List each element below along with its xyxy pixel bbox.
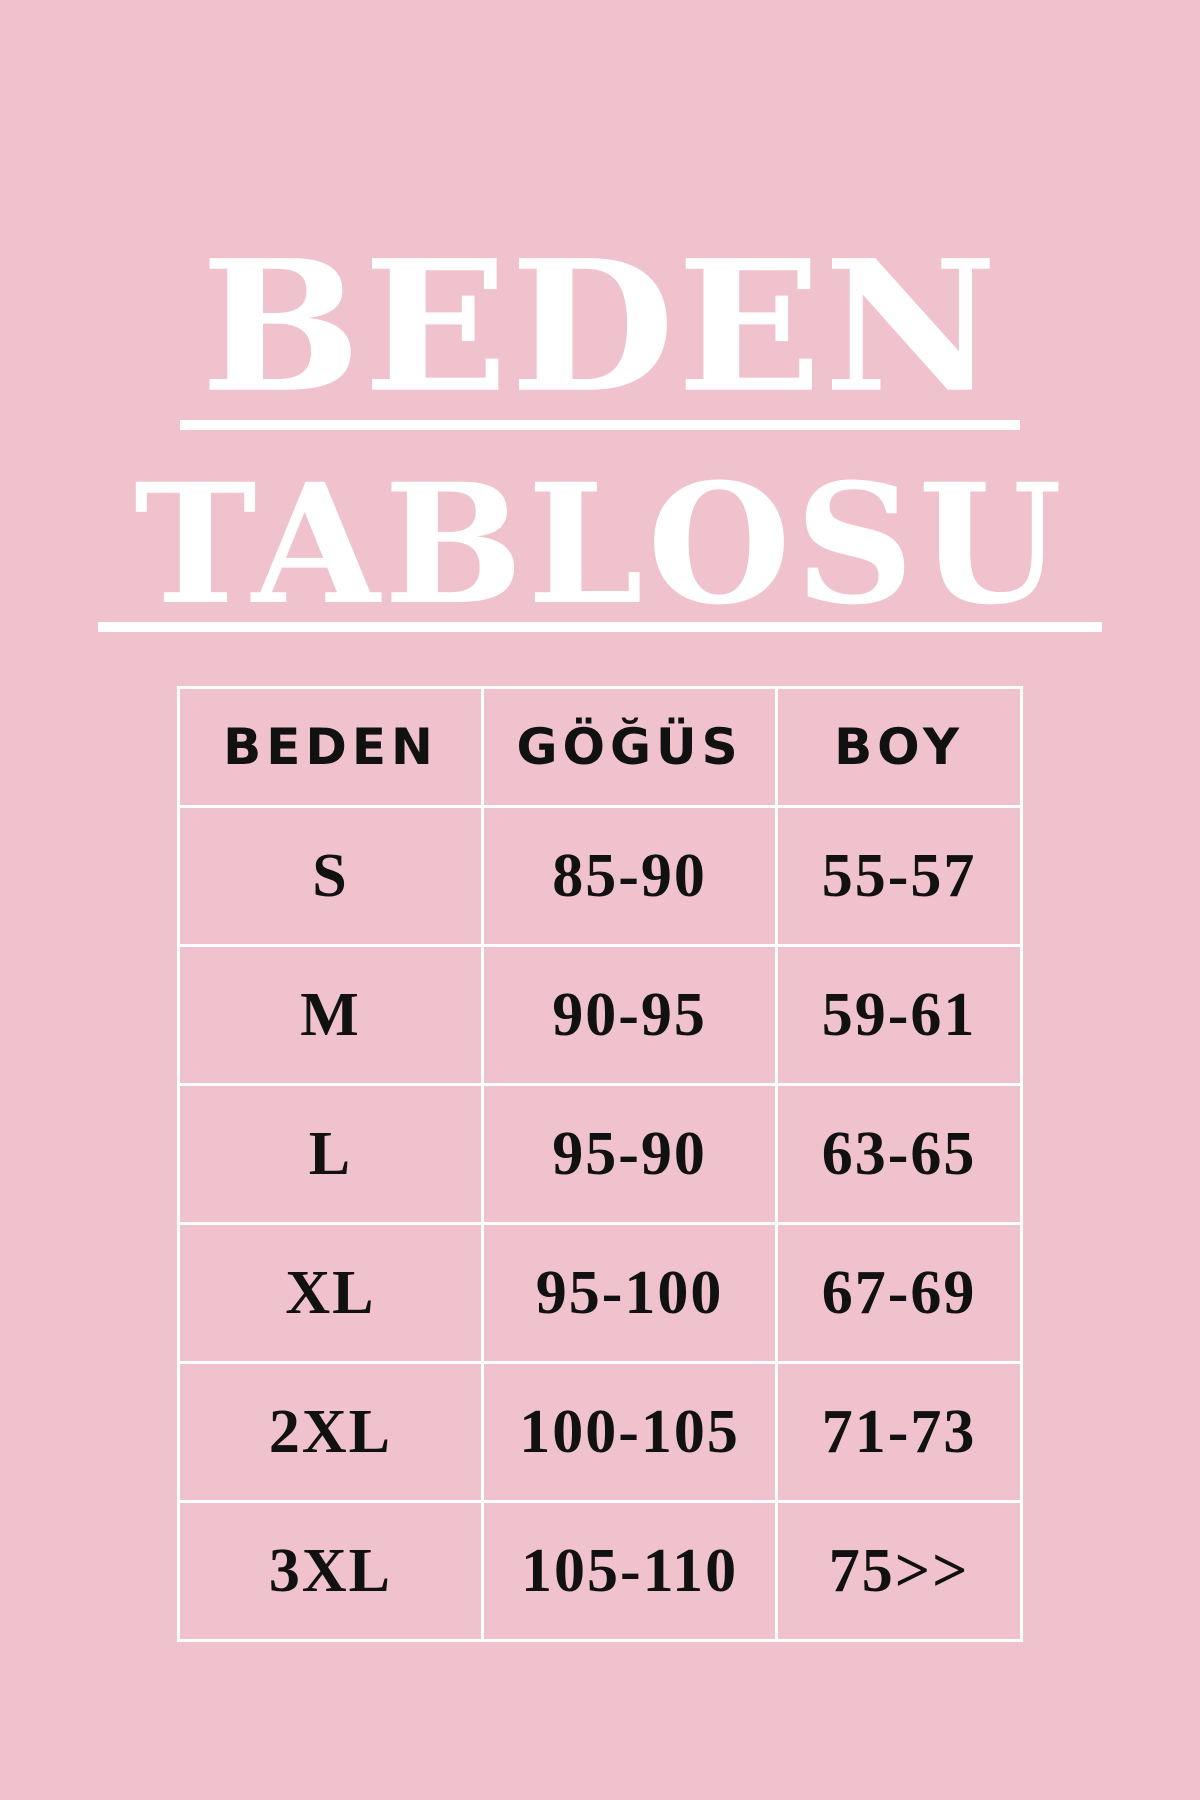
header-boy: BOY <box>775 686 1023 808</box>
length-cell: 75>> <box>775 1500 1023 1642</box>
header-beden: BEDEN <box>177 686 484 808</box>
table-header-row: BEDEN GÖĞÜS BOY <box>177 686 1023 808</box>
size-table: BEDEN GÖĞÜS BOY S 85-90 55-57 M 90-95 59… <box>177 686 1023 1642</box>
size-cell: L <box>177 1083 484 1225</box>
size-cell: 2XL <box>177 1361 484 1503</box>
title-line-1: BEDEN <box>200 220 1000 433</box>
title-underline-2 <box>98 622 1102 632</box>
length-cell: 71-73 <box>775 1361 1023 1503</box>
chest-cell: 85-90 <box>480 805 779 947</box>
table-row: L 95-90 63-65 <box>177 1083 1023 1225</box>
size-cell: 3XL <box>177 1500 484 1642</box>
table-row: S 85-90 55-57 <box>177 805 1023 947</box>
size-cell: S <box>177 805 484 947</box>
chest-cell: 105-110 <box>480 1500 779 1642</box>
length-cell: 55-57 <box>775 805 1023 947</box>
size-cell: M <box>177 944 484 1086</box>
chest-cell: 95-100 <box>480 1222 779 1364</box>
table-row: 3XL 105-110 75>> <box>177 1500 1023 1642</box>
header-gogus: GÖĞÜS <box>480 686 779 808</box>
table-row: 2XL 100-105 71-73 <box>177 1361 1023 1503</box>
table-row: XL 95-100 67-69 <box>177 1222 1023 1364</box>
length-cell: 67-69 <box>775 1222 1023 1364</box>
table-row: M 90-95 59-61 <box>177 944 1023 1086</box>
size-cell: XL <box>177 1222 484 1364</box>
chest-cell: 90-95 <box>480 944 779 1086</box>
chest-cell: 95-90 <box>480 1083 779 1225</box>
title-line-2: TABLOSU <box>133 447 1067 641</box>
chest-cell: 100-105 <box>480 1361 779 1503</box>
length-cell: 59-61 <box>775 944 1023 1086</box>
length-cell: 63-65 <box>775 1083 1023 1225</box>
title-underline-1 <box>180 420 1020 430</box>
